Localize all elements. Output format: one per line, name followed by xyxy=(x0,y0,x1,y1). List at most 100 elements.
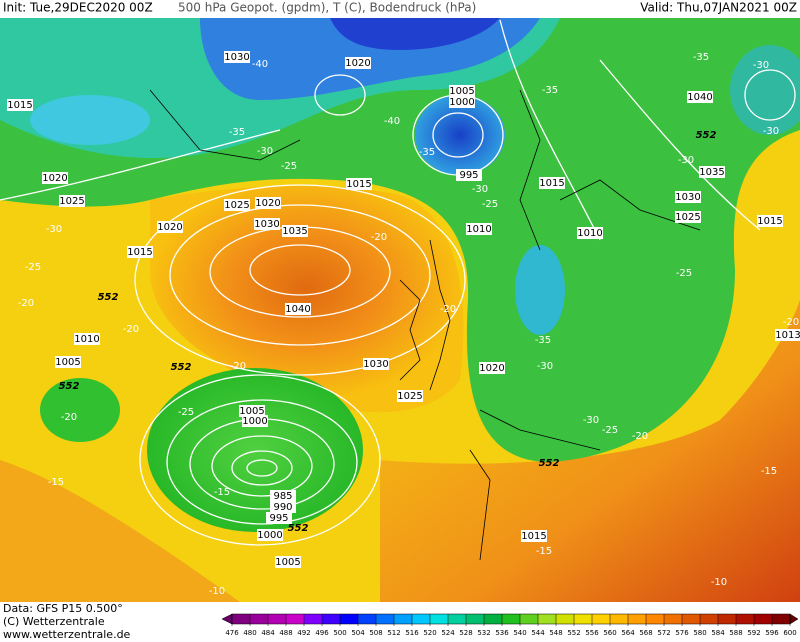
label-box xyxy=(699,166,725,178)
label-box xyxy=(74,333,100,345)
colorbar-tick-label: 520 xyxy=(423,629,436,637)
init-time: Init: Tue,29DEC2020 00Z xyxy=(3,1,153,15)
label-box xyxy=(239,405,265,417)
colorbar-tick-label: 552 xyxy=(567,629,580,637)
colorbar-tick-label: 528 xyxy=(459,629,472,637)
pressure-label: 1040 xyxy=(285,304,310,315)
label-box xyxy=(345,57,371,69)
pressure-label: 1000 xyxy=(449,97,474,108)
label-box xyxy=(55,356,81,368)
colorbar-tick-label: 504 xyxy=(351,629,365,637)
thickness-label: 552 xyxy=(696,130,717,141)
colorbar-cell xyxy=(304,614,322,624)
url: www.wetterzentrale.de xyxy=(3,628,131,641)
low-region xyxy=(147,368,363,532)
cold-region xyxy=(515,245,565,335)
colorbar-cell xyxy=(412,614,430,624)
pressure-label: 1025 xyxy=(397,391,422,402)
pressure-label: 1010 xyxy=(577,228,602,239)
colorbar-tick-label: 476 xyxy=(225,629,239,637)
colorbar-tick-label: 512 xyxy=(387,629,400,637)
pressure-label: 1010 xyxy=(74,334,99,345)
colorbar-cell xyxy=(340,614,358,624)
colorbar-tick-label: 480 xyxy=(243,629,256,637)
label-box xyxy=(270,501,296,513)
label-box xyxy=(257,529,283,541)
pressure-label: 1025 xyxy=(675,212,700,223)
temperature-label: -10 xyxy=(711,577,727,588)
valid-time: Valid: Thu,07JAN2021 00Z xyxy=(640,1,797,15)
label-box xyxy=(270,490,296,502)
colorbar-cell xyxy=(448,614,466,624)
label-box xyxy=(282,225,308,237)
colorbar-tick-label: 564 xyxy=(621,629,635,637)
temperature-label: -15 xyxy=(48,477,64,488)
colorbar-cell xyxy=(556,614,574,624)
label-box xyxy=(363,358,389,370)
pressure-label: 1035 xyxy=(699,167,724,178)
label-box xyxy=(59,195,85,207)
temperature-label: -30 xyxy=(583,415,599,426)
warm-region xyxy=(380,300,800,602)
label-box xyxy=(127,246,153,258)
colorbar-tick-label: 588 xyxy=(729,629,742,637)
cold-region xyxy=(415,95,505,175)
pressure-label: 1015 xyxy=(521,531,546,542)
pressure-label: 1005 xyxy=(55,357,80,368)
temperature-label: -15 xyxy=(761,466,777,477)
colorbar-cell xyxy=(268,614,286,624)
pressure-label: 1005 xyxy=(275,557,300,568)
pressure-label: 1015 xyxy=(127,247,152,258)
colorbar-cell xyxy=(646,614,664,624)
pressure-label: 1025 xyxy=(224,200,249,211)
thickness-label: 552 xyxy=(539,458,560,469)
colorbar-tick-label: 548 xyxy=(549,629,562,637)
colorbar-tick-label: 572 xyxy=(657,629,670,637)
label-box xyxy=(539,177,565,189)
thickness-label: 552 xyxy=(171,362,192,373)
temperature-label: -40 xyxy=(384,116,400,127)
colorbar-cell xyxy=(250,614,268,624)
temperature-label: -35 xyxy=(535,335,551,346)
colorbar-cell xyxy=(358,614,376,624)
pressure-label: 1025 xyxy=(59,196,84,207)
pressure-label: 1000 xyxy=(242,416,267,427)
thickness-label: 552 xyxy=(98,292,119,303)
colorbar-tick-label: 516 xyxy=(405,629,419,637)
low-region xyxy=(40,378,120,442)
colorbar-cell xyxy=(574,614,592,624)
temperature-label: -10 xyxy=(209,586,225,597)
warm-region xyxy=(0,460,240,602)
colorbar-tick-label: 568 xyxy=(639,629,652,637)
colorbar-cell xyxy=(736,614,754,624)
pressure-label: 1020 xyxy=(479,363,504,374)
colorbar-cell xyxy=(466,614,484,624)
pressure-label: 1000 xyxy=(257,530,282,541)
colorbar-tick-label: 508 xyxy=(369,629,382,637)
label-box xyxy=(521,530,547,542)
pressure-label: 1020 xyxy=(345,58,370,69)
label-box xyxy=(7,99,33,111)
colorbar-cell xyxy=(376,614,394,624)
label-box xyxy=(254,218,280,230)
colorbar-tick-label: 556 xyxy=(585,629,599,637)
colorbar: 476 480 484 488 492 496 500 504 508 512 516 520 524 5… xyxy=(221,613,799,637)
pressure-label: 1030 xyxy=(254,219,279,230)
pressure-label: 1005 xyxy=(239,406,264,417)
cold-region xyxy=(30,95,150,145)
cold-region xyxy=(730,45,800,135)
label-box xyxy=(255,197,281,209)
colorbar-tick-label: 484 xyxy=(261,629,275,637)
temperature-label: -25 xyxy=(25,262,41,273)
label-box xyxy=(397,390,423,402)
temperature-label: -25 xyxy=(676,268,692,279)
label-box xyxy=(577,227,603,239)
colorbar-end xyxy=(221,613,233,625)
colorbar-tick-label: 584 xyxy=(711,629,725,637)
temperature-label: -35 xyxy=(542,85,558,96)
copyright: (C) Wetterzentrale xyxy=(3,615,105,628)
temperature-label: -20 xyxy=(783,317,799,328)
colorbar-frame xyxy=(231,613,791,625)
temperature-label: -35 xyxy=(693,52,709,63)
